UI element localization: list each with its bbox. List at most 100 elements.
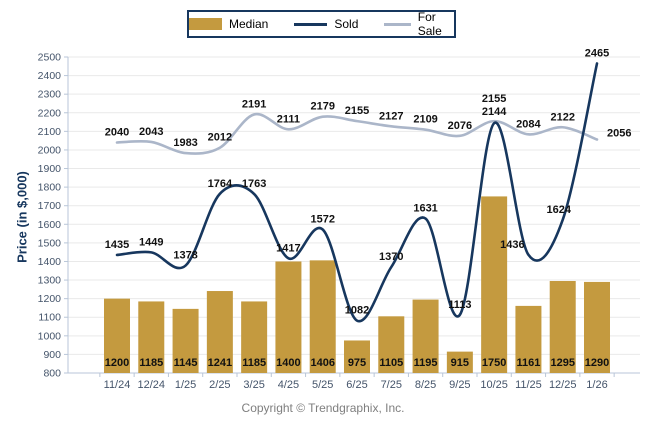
point-value-label: 2012 [208, 132, 232, 144]
point-value-label: 1370 [379, 251, 403, 263]
y-tick-label: 1000 [38, 330, 62, 342]
bar-median [584, 281, 610, 373]
point-value-label: 2122 [550, 111, 574, 123]
bar-value-label: 1750 [482, 357, 506, 369]
y-tick-label: 1900 [38, 163, 62, 175]
x-tick-label: 11/24 [104, 379, 131, 391]
legend-label-sold: Sold [334, 17, 359, 31]
bar-median [241, 301, 268, 373]
y-tick-label: 1600 [38, 219, 62, 231]
point-value-label: 1113 [448, 299, 471, 311]
x-tick-label: 5/25 [312, 379, 333, 391]
point-value-label: 1624 [546, 204, 571, 216]
point-value-label: 1631 [413, 203, 437, 215]
bar-median [549, 280, 576, 373]
bar-value-label: 1241 [208, 357, 232, 369]
x-tick-label: 7/25 [381, 379, 402, 391]
x-tick-label: 12/24 [138, 379, 166, 391]
y-tick-label: 1200 [38, 293, 62, 305]
point-value-label: 2465 [585, 48, 609, 60]
bar-value-label: 1406 [310, 357, 334, 369]
bar-median [138, 301, 165, 373]
bar-median [481, 196, 508, 373]
bar-value-label: 915 [451, 357, 469, 369]
y-tick-label: 2500 [38, 52, 62, 64]
y-tick-label: 2000 [38, 144, 62, 156]
bar-value-label: 1105 [379, 357, 403, 369]
point-value-label: 2040 [105, 127, 129, 139]
point-value-label: 1417 [276, 242, 300, 254]
chart-legend: Median Sold For Sale [187, 10, 456, 38]
bar-value-label: 1400 [276, 357, 300, 369]
y-tick-label: 800 [43, 368, 61, 380]
legend-item-median: Median [189, 17, 268, 31]
legend-swatch-median-bar [189, 18, 222, 30]
line-sold [115, 62, 599, 323]
y-tick-label: 2400 [38, 70, 62, 82]
x-tick-label: 2/25 [209, 379, 230, 391]
legend-label-for-sale: For Sale [417, 10, 442, 38]
point-value-label: 2111 [277, 113, 300, 125]
bar-value-label: 1145 [174, 357, 198, 369]
point-value-label: 2191 [242, 98, 266, 110]
point-value-label: 2144 [482, 106, 507, 118]
bar-median [378, 316, 405, 373]
point-value-label: 2127 [379, 110, 403, 122]
bar-median [206, 291, 233, 373]
point-value-label: 2056 [607, 128, 631, 140]
point-value-label: 1449 [139, 236, 163, 248]
y-tick-label: 2100 [38, 126, 62, 138]
y-tick-label: 1700 [38, 200, 62, 212]
y-tick-label: 2200 [38, 107, 62, 119]
y-tick-label: 1800 [38, 182, 62, 194]
copyright-text: Copyright © Trendgraphix, Inc. [241, 401, 405, 415]
legend-item-for-sale: For Sale [384, 10, 454, 38]
bar-value-label: 1295 [550, 357, 574, 369]
x-tick-label: 1/26 [586, 379, 607, 391]
bar-median [172, 308, 199, 373]
point-value-label: 1378 [173, 250, 197, 262]
bar-median [104, 298, 130, 373]
bar-median [446, 351, 473, 373]
bar-median [344, 340, 370, 373]
legend-swatch-for-sale-line [384, 22, 411, 26]
y-tick-label: 1400 [38, 256, 62, 268]
x-tick-label: 3/25 [243, 379, 264, 391]
point-value-label: 2076 [448, 120, 472, 132]
x-tick-label: 12/25 [549, 379, 577, 391]
y-tick-label: 1100 [38, 312, 61, 324]
x-tick-label: 4/25 [278, 379, 299, 391]
legend-swatch-sold-line [294, 22, 328, 26]
bar-median [309, 260, 336, 373]
point-value-label: 1572 [310, 213, 334, 225]
x-tick-label: 10/25 [480, 379, 508, 391]
point-value-label: 1082 [345, 305, 369, 317]
point-value-label: 2084 [516, 118, 541, 130]
bar-value-label: 975 [348, 357, 366, 369]
point-value-label: 2155 [345, 105, 369, 117]
legend-label-median: Median [229, 17, 269, 31]
bar-value-label: 1185 [242, 357, 266, 369]
line-for-sale [115, 112, 599, 155]
point-value-label: 1763 [242, 178, 266, 190]
x-tick-label: 1/25 [175, 379, 196, 391]
bar-median [412, 299, 439, 373]
point-value-label: 2155 [482, 93, 506, 105]
y-tick-label: 1500 [38, 237, 62, 249]
point-value-label: 1983 [173, 137, 197, 149]
x-tick-label: 9/25 [449, 379, 470, 391]
point-value-label: 1764 [208, 178, 233, 190]
point-value-label: 2179 [310, 101, 334, 113]
x-tick-label: 6/25 [346, 379, 367, 391]
x-tick-label: 11/25 [515, 379, 542, 391]
point-value-label: 2043 [139, 126, 163, 138]
bar-value-label: 1290 [585, 357, 609, 369]
bar-value-label: 1161 [516, 357, 540, 369]
y-tick-label: 2300 [38, 89, 62, 101]
bar-median [275, 261, 302, 373]
x-tick-label: 8/25 [415, 379, 436, 391]
bar-median [515, 305, 542, 373]
y-tick-label: 900 [43, 349, 61, 361]
